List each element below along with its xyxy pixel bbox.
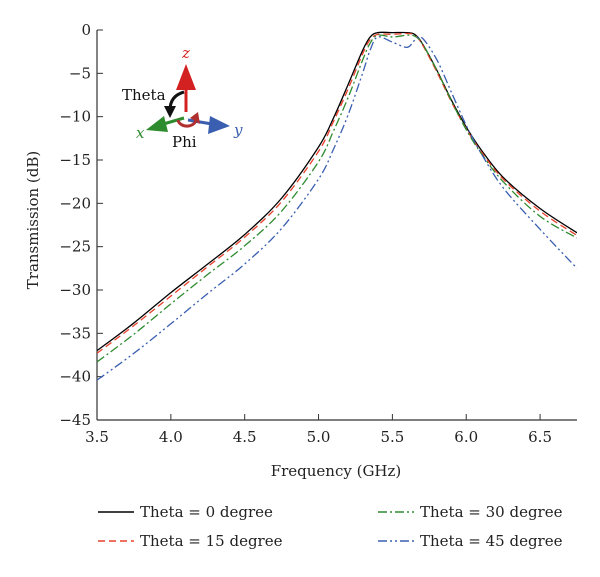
y-tick-label: −15 xyxy=(59,151,91,169)
x-tick-label: 6.0 xyxy=(454,428,478,446)
z-arrow-icon xyxy=(176,64,196,90)
legend: Theta = 0 degree Theta = 15 degree Theta =… xyxy=(98,503,563,550)
x-arrow-icon xyxy=(146,116,168,132)
legend-label-3: Theta = 45 degree xyxy=(420,532,563,550)
theta-arrowhead-icon xyxy=(164,106,176,118)
x-tick-label: 5.5 xyxy=(380,428,404,446)
y-axis-label: Transmission (dB) xyxy=(24,151,42,289)
y-tick-label: −20 xyxy=(59,194,91,212)
x-axis-label: x xyxy=(136,124,145,142)
y-tick-label: −30 xyxy=(59,281,91,299)
phi-arrowhead-icon xyxy=(190,112,200,124)
x-tick-label: 5.0 xyxy=(307,428,331,446)
x-tick-label: 3.5 xyxy=(85,428,109,446)
series-line-1 xyxy=(97,32,577,354)
y-tick-label: −40 xyxy=(59,368,91,386)
y-axis-label: y xyxy=(233,121,243,139)
y-tick-label: −25 xyxy=(59,238,91,256)
y-arrow-icon xyxy=(208,116,230,134)
series-line-3 xyxy=(97,36,577,381)
y-axis-line xyxy=(187,118,213,126)
theta-label: Theta xyxy=(122,86,166,104)
legend-label-0: Theta = 0 degree xyxy=(140,503,273,521)
series-line-2 xyxy=(97,34,577,363)
series-line-0 xyxy=(97,31,577,352)
y-tick-label: −10 xyxy=(59,108,91,126)
y-tick-label: −5 xyxy=(69,64,91,82)
z-axis-label: z xyxy=(181,44,190,62)
axes xyxy=(96,30,577,421)
series-lines xyxy=(97,31,577,381)
x-tick-label: 6.5 xyxy=(528,428,552,446)
y-tick-label: 0 xyxy=(81,21,91,39)
legend-label-1: Theta = 15 degree xyxy=(140,532,283,550)
tick-labels: 3.5 4.0 4.5 5.0 5.5 6.0 6.5 0 −5 −10 −15 −20 −25 −30 −… xyxy=(59,21,552,446)
x-axis-label: Frequency (GHz) xyxy=(271,462,402,480)
coordinate-axes-inset: z x y Theta Phi xyxy=(122,44,243,151)
legend-label-2: Theta = 30 degree xyxy=(420,503,563,521)
x-tick-label: 4.5 xyxy=(233,428,257,446)
x-tick-label: 4.0 xyxy=(159,428,183,446)
y-tick-label: −45 xyxy=(59,411,91,429)
phi-label: Phi xyxy=(172,133,197,151)
y-tick-label: −35 xyxy=(59,324,91,342)
